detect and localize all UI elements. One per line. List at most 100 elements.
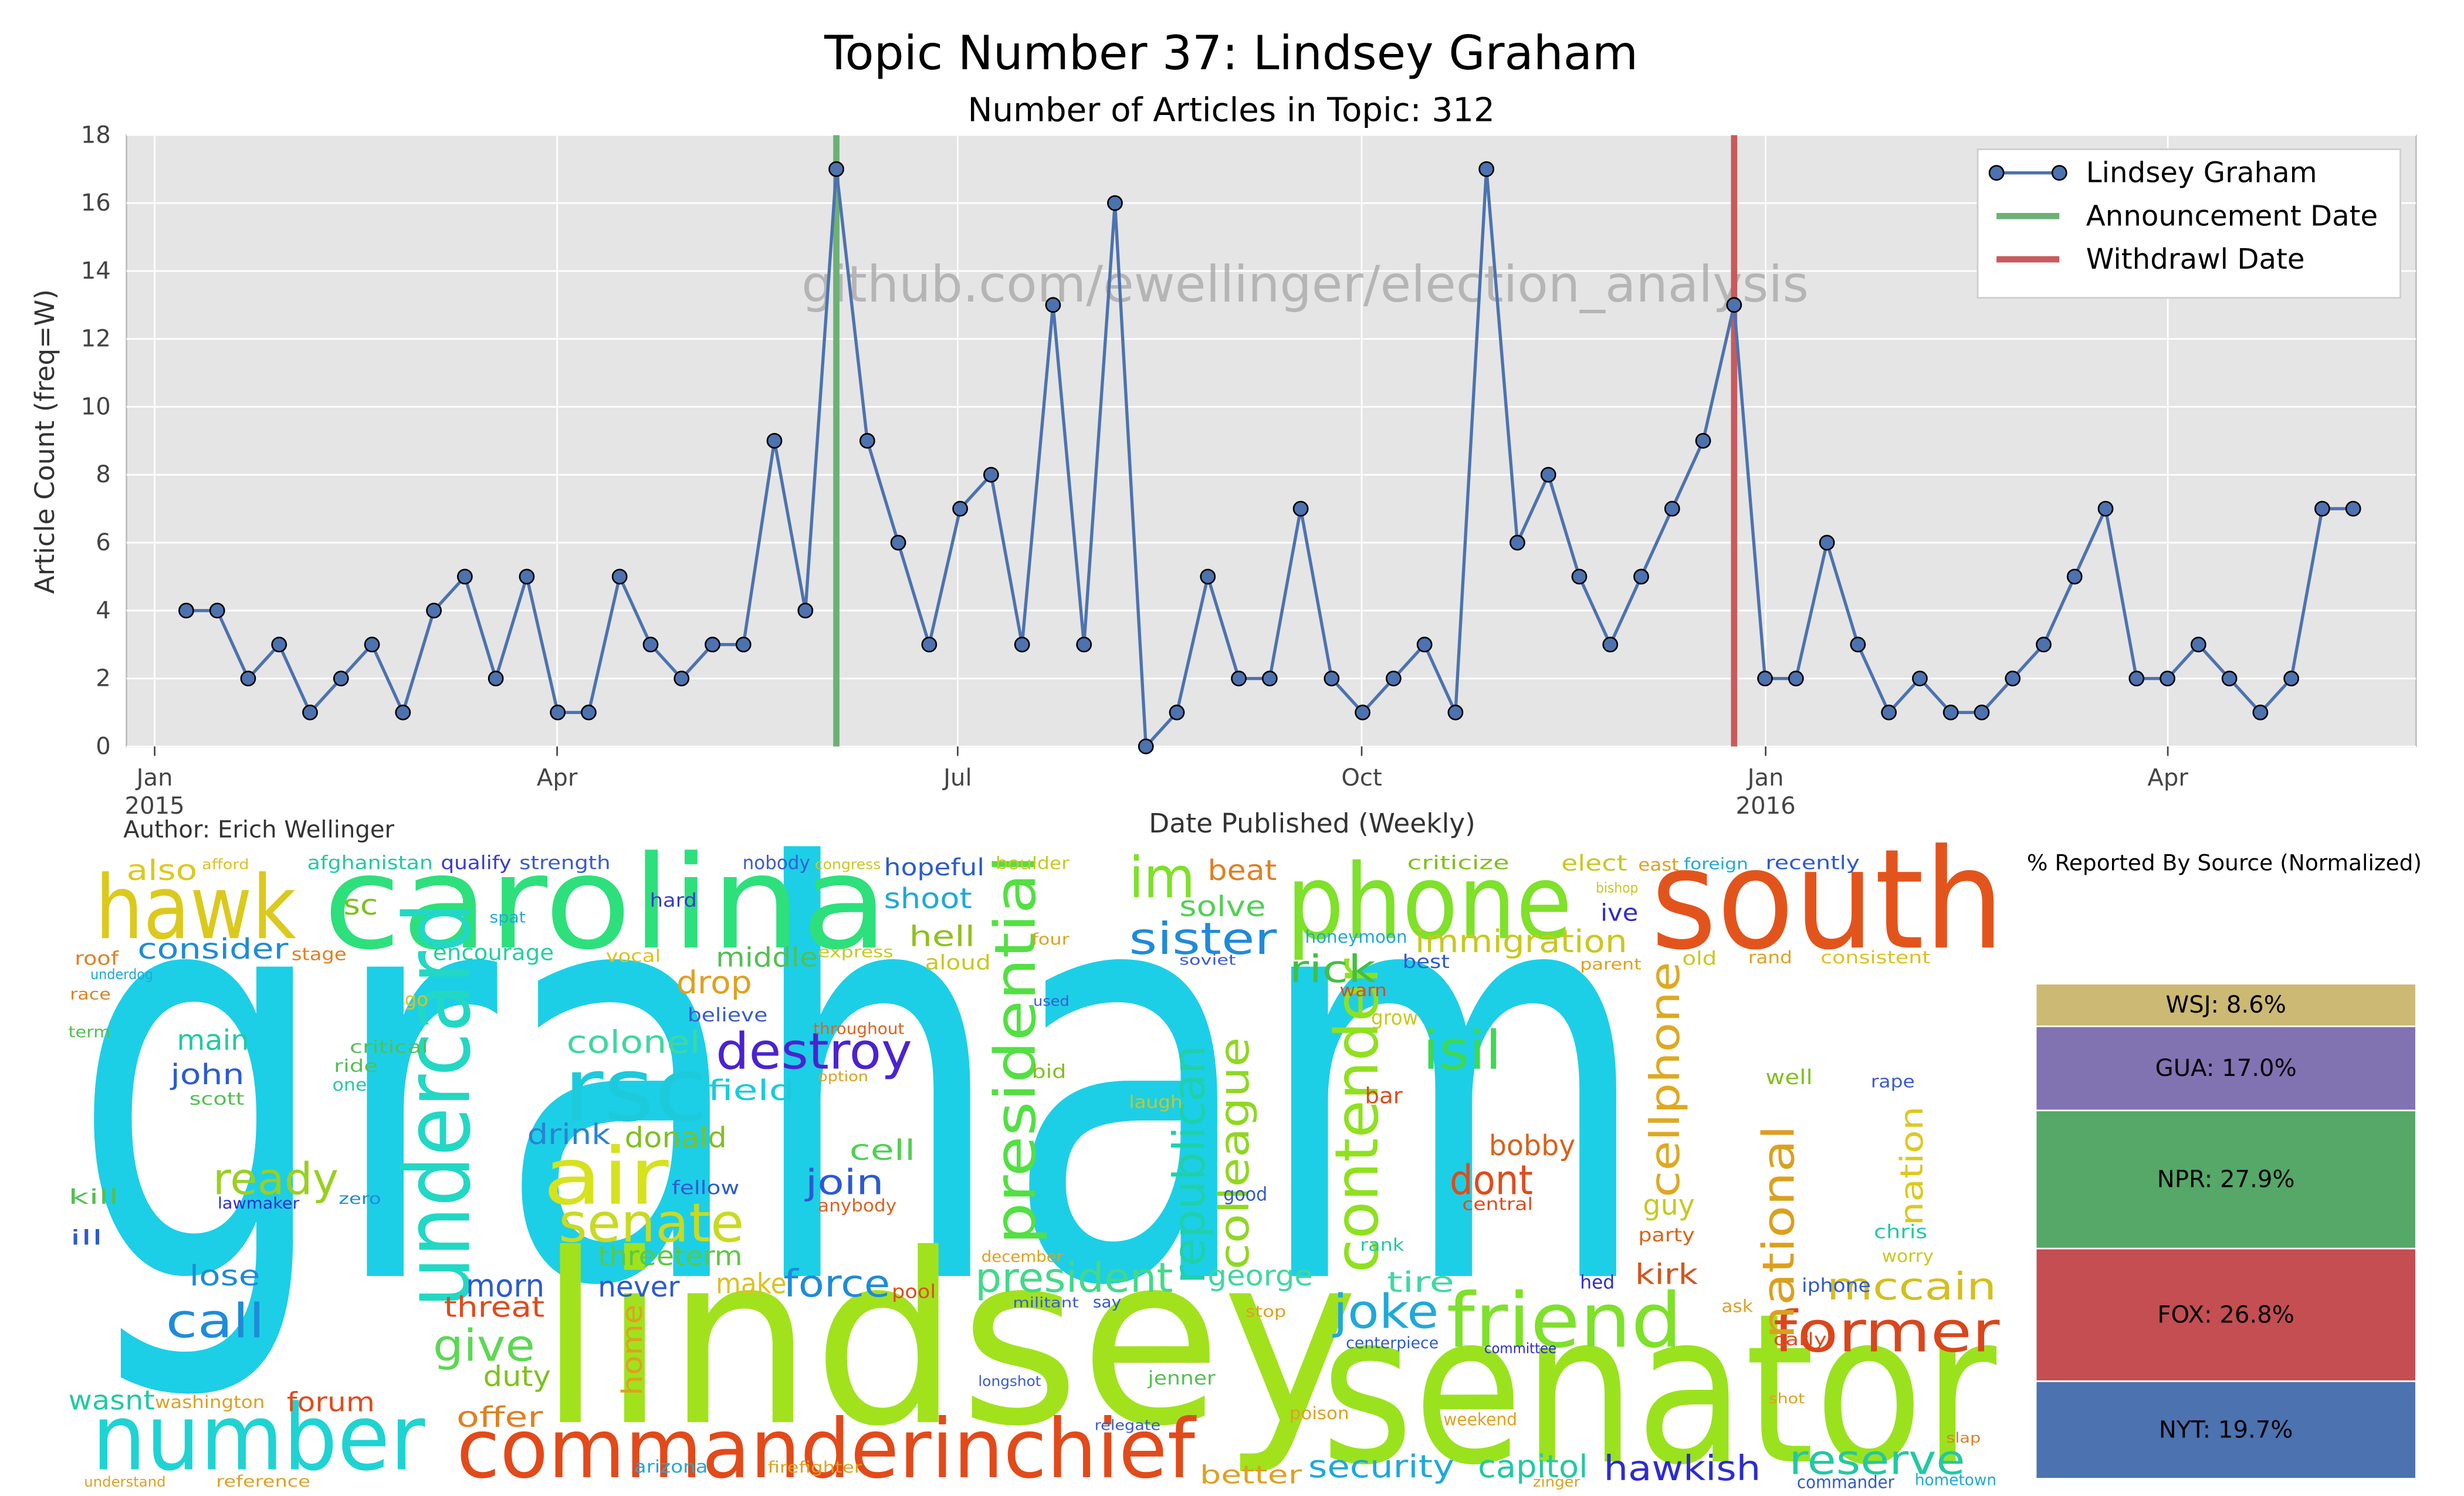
word: middle <box>716 942 818 973</box>
data-point <box>364 637 380 653</box>
data-point <box>1881 705 1897 720</box>
data-point <box>1107 195 1123 211</box>
word: longshot <box>978 1373 1041 1390</box>
word: rand <box>1748 947 1792 967</box>
word: kill <box>69 1186 119 1209</box>
word: understand <box>84 1474 165 1490</box>
word: parent <box>1580 956 1641 974</box>
word: reference <box>216 1473 310 1491</box>
x-axis-label: Date Published (Weekly) <box>1149 808 1475 839</box>
word: make <box>716 1267 787 1300</box>
data-point <box>519 568 535 585</box>
word: south <box>1651 819 2005 980</box>
data-point <box>766 432 783 449</box>
data-point <box>828 161 844 177</box>
word: criticize <box>1407 851 1509 874</box>
data-point <box>240 671 256 686</box>
data-point <box>333 671 349 686</box>
word: relegate <box>1095 1417 1161 1434</box>
data-point <box>1540 466 1556 483</box>
word: bid <box>1031 1061 1066 1083</box>
word: rape <box>1871 1072 1915 1092</box>
bar-segment <box>2035 1025 2417 1112</box>
data-point <box>705 637 720 653</box>
data-point <box>1386 671 1402 686</box>
word: isil <box>1423 1019 1501 1081</box>
data-point <box>1014 637 1030 653</box>
data-point <box>2128 671 2145 686</box>
word: ready <box>213 1153 339 1205</box>
word: militant <box>1013 1295 1079 1311</box>
data-point <box>488 671 504 686</box>
y-tick-label: 16 <box>81 189 111 216</box>
data-point <box>1974 705 1990 720</box>
data-point <box>1416 637 1433 653</box>
data-point <box>1788 671 1804 686</box>
data-point <box>2345 500 2361 517</box>
word: boulder <box>996 853 1070 873</box>
word: chris <box>1874 1221 1927 1243</box>
word: lawmaker <box>218 1194 299 1213</box>
word: joke <box>1332 1284 1439 1339</box>
word: ask <box>1721 1297 1753 1316</box>
data-point <box>1324 671 1340 686</box>
data-point <box>302 705 318 720</box>
data-point <box>1200 568 1216 585</box>
segment-label: WSJ: 8.6% <box>2166 991 2286 1018</box>
word: lose <box>189 1260 260 1292</box>
word: national <box>1753 1125 1805 1339</box>
legend-label: Announcement Date <box>2086 199 2378 232</box>
word: zinger <box>1533 1474 1580 1490</box>
segment-label: FOX: 26.8% <box>2157 1301 2294 1328</box>
word: slap <box>1946 1430 1981 1446</box>
word: better <box>1200 1461 1302 1490</box>
word: worry <box>1882 1246 1934 1266</box>
word: solve <box>1179 891 1265 923</box>
word: drop <box>676 964 752 1001</box>
chart-title: Topic Number 37: Lindsey Graham <box>824 25 1638 80</box>
word: arizona <box>634 1457 708 1477</box>
word: grow <box>1371 1006 1418 1030</box>
word: qualify <box>441 851 512 874</box>
data-point <box>395 705 411 720</box>
x-tick-label: Apr <box>2147 764 2188 791</box>
word: committee <box>1484 1340 1556 1356</box>
word: shot <box>1769 1390 1805 1407</box>
legend-label: Withdrawl Date <box>2086 243 2305 276</box>
word: dont <box>1450 1157 1533 1204</box>
word: drink <box>527 1118 611 1151</box>
legend-marker <box>2051 165 2067 181</box>
word: carolina <box>323 828 888 978</box>
word: pool <box>892 1281 936 1303</box>
data-point <box>1138 738 1154 754</box>
word: john <box>170 1058 244 1091</box>
word: consider <box>137 933 288 966</box>
y-tick-label: 4 <box>96 597 111 624</box>
word: soviet <box>1179 952 1236 969</box>
y-tick-label: 18 <box>81 121 111 148</box>
word: term <box>69 1023 111 1041</box>
data-point <box>2005 671 2021 686</box>
data-point <box>1447 705 1464 720</box>
word: force <box>783 1262 890 1306</box>
word: vocal <box>606 946 661 966</box>
data-point <box>581 705 597 720</box>
chart-subtitle: Number of Articles in Topic: 312 <box>967 91 1494 129</box>
data-point <box>271 637 287 653</box>
data-point <box>1169 705 1185 720</box>
word: senate <box>559 1192 744 1254</box>
word: race <box>70 986 111 1004</box>
word: iphone <box>1802 1274 1871 1297</box>
word: scott <box>189 1089 245 1109</box>
x-tick-label: Jan <box>1746 764 1784 791</box>
legend-marker <box>1988 165 2005 181</box>
word: main <box>177 1024 249 1057</box>
word: kirk <box>1635 1258 1698 1291</box>
data-point <box>2160 671 2175 686</box>
word: threeterm <box>598 1240 742 1271</box>
data-point <box>859 432 875 449</box>
y-axis-label: Article Count (freq=W) <box>29 289 60 594</box>
word: friend <box>1447 1278 1683 1365</box>
word: used <box>1033 993 1069 1009</box>
